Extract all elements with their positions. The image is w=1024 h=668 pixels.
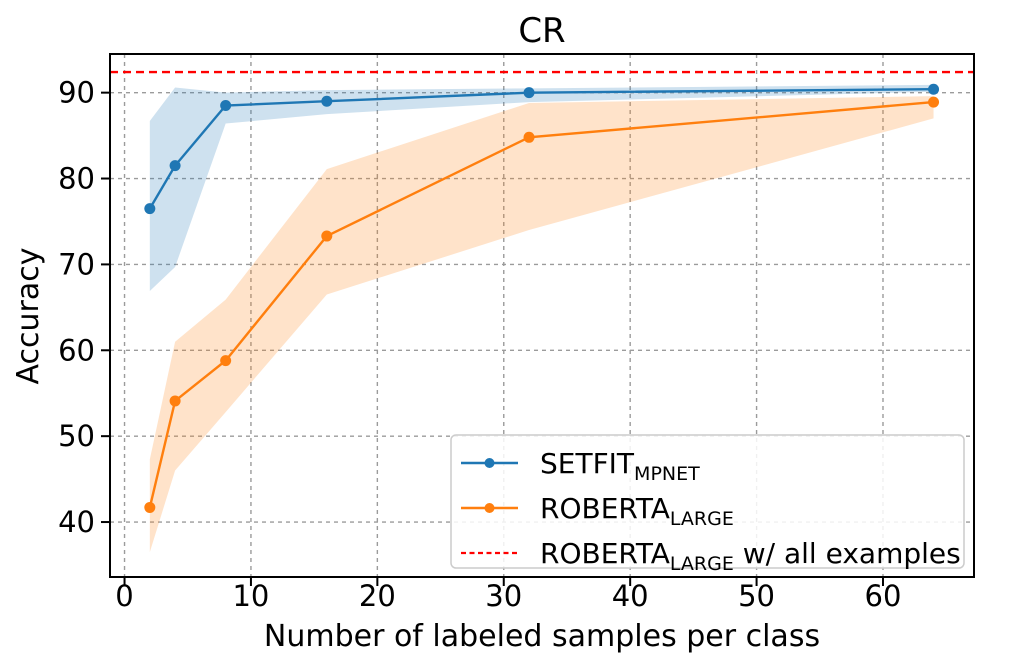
y-tick-label: 70	[58, 247, 95, 281]
roberta-large-band	[149, 96, 934, 553]
roberta-large-point	[321, 230, 333, 242]
x-tick-label: 20	[359, 579, 396, 613]
y-tick-label: 60	[58, 333, 95, 367]
chart-title: CR	[518, 11, 565, 51]
x-tick-label: 30	[485, 579, 522, 613]
y-tick-label: 50	[58, 419, 95, 453]
legend-marker-roberta-large	[484, 503, 495, 513]
setfit-mpnet-point	[220, 100, 232, 112]
x-tick-label: 10	[232, 579, 269, 613]
setfit-mpnet-markers	[144, 83, 940, 215]
legend-marker-setfit-mpnet	[484, 458, 495, 468]
setfit-mpnet-line	[148, 88, 934, 210]
series-lines	[144, 83, 940, 513]
setfit-mpnet-point	[928, 83, 940, 95]
x-axis-label: Number of labeled samples per class	[264, 619, 820, 654]
plot-frame	[109, 53, 975, 578]
x-tick-label: 40	[612, 579, 649, 613]
setfit-mpnet-point	[523, 87, 535, 99]
x-tick-label: 60	[865, 579, 902, 613]
x-tick-label: 0	[115, 579, 133, 613]
x-tick-label: 50	[738, 579, 775, 613]
roberta-large-point	[928, 96, 940, 108]
legend-label-setfit-mpnet: SETFITMPNET	[540, 447, 700, 485]
roberta-large-markers	[144, 96, 940, 513]
legend: SETFITMPNET ROBERTALARGE ROBERTALARGE w/ a…	[450, 434, 965, 575]
setfit-mpnet-point	[144, 203, 156, 215]
roberta-large-point	[169, 395, 181, 407]
y-tick-label: 40	[58, 505, 95, 539]
roberta-large-point	[220, 355, 232, 367]
y-tick-label: 90	[58, 76, 95, 110]
axis-ticks: 0 10 20 30 40 50 60 40 50 60 70 80 90	[58, 76, 901, 613]
y-axis-label: Accuracy	[11, 248, 46, 385]
roberta-large-line	[148, 100, 934, 508]
y-tick-label: 80	[58, 162, 95, 196]
setfit-mpnet-point	[169, 160, 181, 172]
legend-label-roberta-large-all-examples: ROBERTALARGE w/ all examples	[540, 537, 961, 575]
setfit-mpnet-point	[321, 95, 333, 107]
roberta-large-point	[144, 501, 156, 513]
roberta-large-point	[523, 131, 535, 143]
legend-box	[450, 434, 965, 569]
legend-label-roberta-large: ROBERTALARGE	[540, 492, 734, 530]
